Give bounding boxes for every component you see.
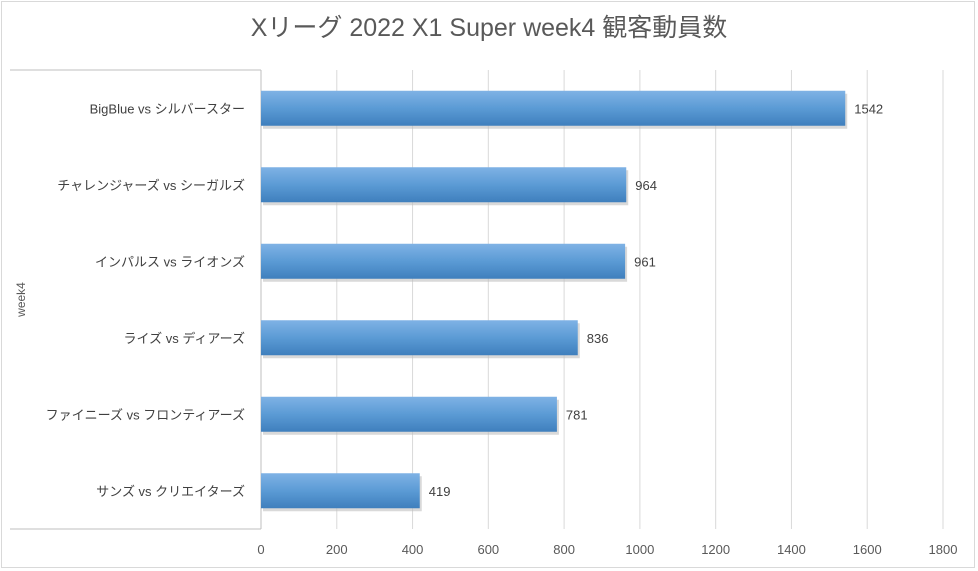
gridlines — [336, 70, 944, 529]
bar — [261, 243, 626, 279]
x-tick-label: 600 — [477, 542, 499, 557]
x-tick-label: 1800 — [929, 542, 958, 557]
category-label: サンズ vs クリエイターズ — [96, 484, 245, 499]
chart-title: Xリーグ 2022 X1 Super week4 観客動員数 — [250, 14, 728, 42]
x-tick-label: 1600 — [853, 542, 882, 557]
x-tick-label: 200 — [326, 542, 348, 557]
x-tick-label: 1200 — [701, 542, 730, 557]
bar — [261, 396, 557, 432]
category-axis — [10, 69, 262, 530]
data-label: 964 — [635, 178, 657, 193]
labels: 0 200 400 600 800 1000 1200 1400 1600 1800 week4 Bi… — [14, 101, 957, 557]
data-label: 419 — [429, 484, 451, 499]
bar — [261, 473, 420, 509]
data-label: 961 — [634, 254, 656, 269]
category-label: BigBlue vs シルバースター — [90, 101, 245, 116]
x-tick-label: 0 — [257, 542, 264, 557]
bars — [261, 90, 848, 512]
group-label: week4 — [14, 282, 28, 318]
bar — [261, 90, 846, 126]
data-label: 836 — [587, 331, 609, 346]
data-label: 781 — [566, 407, 588, 422]
x-tick-label: 400 — [402, 542, 424, 557]
x-tick-label: 1400 — [777, 542, 806, 557]
x-tick-label: 1000 — [625, 542, 654, 557]
category-label: チャレンジャーズ vs シーガルズ — [57, 178, 245, 193]
category-label: インパルス vs ライオンズ — [95, 254, 245, 269]
bar — [261, 320, 578, 356]
bar — [261, 167, 627, 203]
category-label: ファイニーズ vs フロンティアーズ — [46, 407, 245, 422]
data-label: 1542 — [854, 101, 883, 116]
x-tick-label: 800 — [553, 542, 575, 557]
category-label: ライズ vs ディアーズ — [124, 331, 246, 346]
